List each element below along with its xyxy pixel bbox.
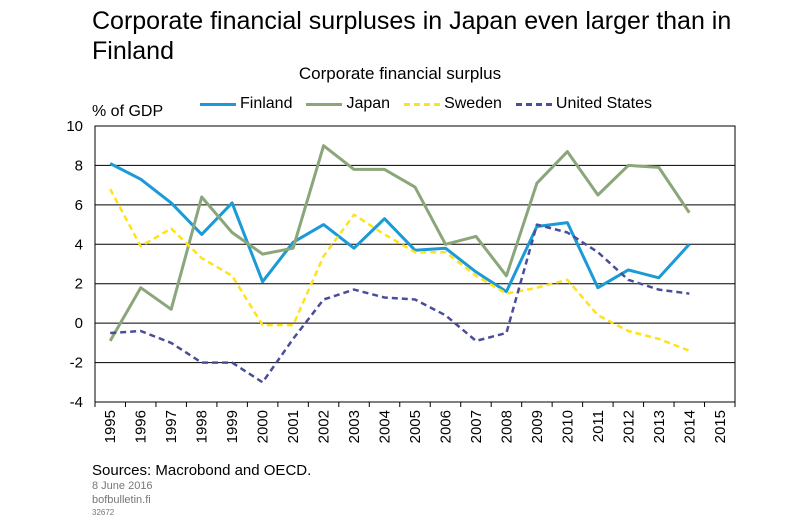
legend-swatch-sweden xyxy=(404,102,441,106)
x-tick-label: 2002 xyxy=(316,410,333,443)
publish-date: 8 June 2016 xyxy=(92,480,153,492)
chart-code: 32672 xyxy=(92,508,115,517)
chart-title: Corporate financial surplus xyxy=(298,64,502,83)
legend-item-japan: Japan xyxy=(306,95,390,113)
x-tick-label: 2012 xyxy=(620,410,637,443)
x-tick-label: 2001 xyxy=(285,410,302,443)
y-tick-label: 6 xyxy=(75,197,83,214)
y-axis-label: % of GDP xyxy=(92,103,164,120)
series-line-united-states xyxy=(110,223,690,384)
source-note: Sources: Macrobond and OECD. xyxy=(92,462,312,479)
x-tick-label: 2014 xyxy=(681,410,698,443)
x-tick-label: 2015 xyxy=(712,410,729,443)
series-line-sweden xyxy=(109,188,690,352)
x-tick-label: 2004 xyxy=(377,410,394,443)
legend-label-japan: Japan xyxy=(346,95,391,112)
x-tick-label: 1996 xyxy=(133,410,150,443)
legend-item-sweden: Sweden xyxy=(404,95,502,113)
x-tick-label: 2009 xyxy=(529,410,546,443)
series-line-japan xyxy=(108,144,691,342)
x-tick-label: 2010 xyxy=(559,410,576,443)
x-tick-label: 1997 xyxy=(163,410,180,443)
y-tick-label: 10 xyxy=(66,118,83,135)
x-tick-label: 2000 xyxy=(255,410,272,443)
y-tick-label: -2 xyxy=(70,355,83,372)
legend-item-finland: Finland xyxy=(200,95,292,113)
y-tick-label: 0 xyxy=(75,315,83,332)
x-tick-label: 2011 xyxy=(590,410,607,442)
y-tick-label: 2 xyxy=(75,276,83,293)
x-tick-label: 1998 xyxy=(194,410,211,443)
y-tick-label: 4 xyxy=(75,236,83,253)
legend-swatch-finland xyxy=(200,102,236,106)
legend-item-united-states: United States xyxy=(515,95,652,113)
legend-label-sweden: Sweden xyxy=(444,95,502,112)
x-tick-label: 2006 xyxy=(437,410,454,443)
x-tick-label: 2007 xyxy=(468,410,485,443)
x-tick-label: 2003 xyxy=(346,410,363,443)
y-tick-label: 8 xyxy=(75,157,83,174)
page-headline: Corporate financial surpluses in Japan e… xyxy=(92,7,732,65)
x-tick-label: 2005 xyxy=(407,410,424,443)
legend-swatch-japan xyxy=(306,102,343,106)
legend-label-finland: Finland xyxy=(240,95,293,112)
legend-label-united-states: United States xyxy=(555,95,652,112)
x-tick-label: 1995 xyxy=(102,410,119,443)
x-tick-label: 2008 xyxy=(498,410,515,443)
chart-legend: Finland Japan Sweden United States xyxy=(200,94,666,114)
legend-swatch-united-states xyxy=(515,102,552,106)
series-line-finland xyxy=(109,162,691,294)
x-tick-label: 2013 xyxy=(651,410,668,443)
plot-frame xyxy=(94,125,736,403)
y-tick-label: -4 xyxy=(70,394,83,411)
site-name: bofbulletin.fi xyxy=(92,494,151,506)
x-tick-label: 1999 xyxy=(224,410,241,443)
